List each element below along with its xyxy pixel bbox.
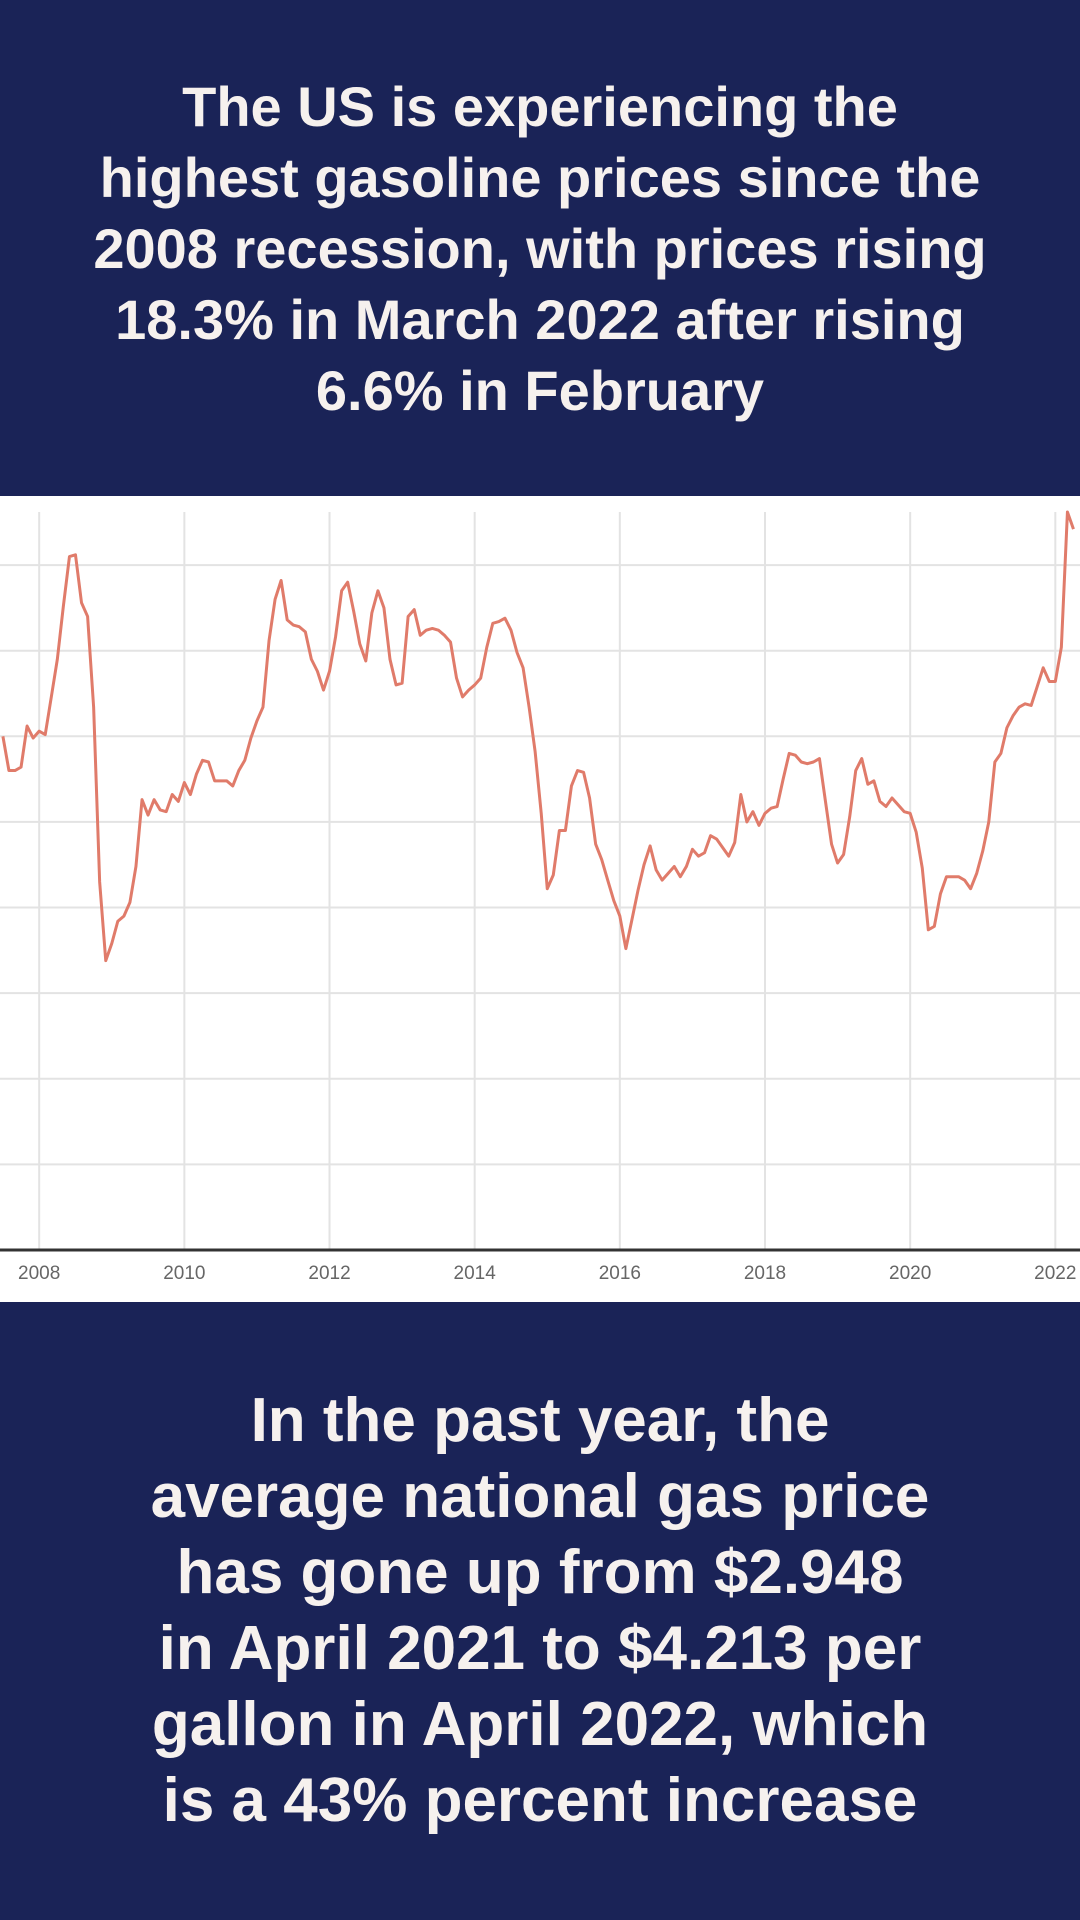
x-tick-label: 2020 [889, 1263, 931, 1284]
chart: 2008 2010 2012 2014 2016 2018 2020 2022 [0, 496, 1080, 1302]
summary-text: In the past year, the average national g… [150, 1386, 930, 1835]
x-tick-label: 2010 [163, 1263, 205, 1284]
x-tick-label: 2016 [599, 1263, 641, 1284]
x-tick-label: 2008 [18, 1263, 60, 1284]
headline: The US is experiencing the highest gasol… [93, 74, 987, 422]
x-tick-label: 2022 [1034, 1263, 1076, 1284]
x-tick-label: 2014 [454, 1263, 497, 1284]
x-tick-label: 2012 [308, 1263, 350, 1284]
price-line [1, 510, 1075, 963]
x-tick-label: 2018 [744, 1263, 786, 1284]
footer-panel: In the past year, the average national g… [0, 1302, 1080, 1920]
header-panel: The US is experiencing the highest gasol… [0, 0, 1080, 496]
